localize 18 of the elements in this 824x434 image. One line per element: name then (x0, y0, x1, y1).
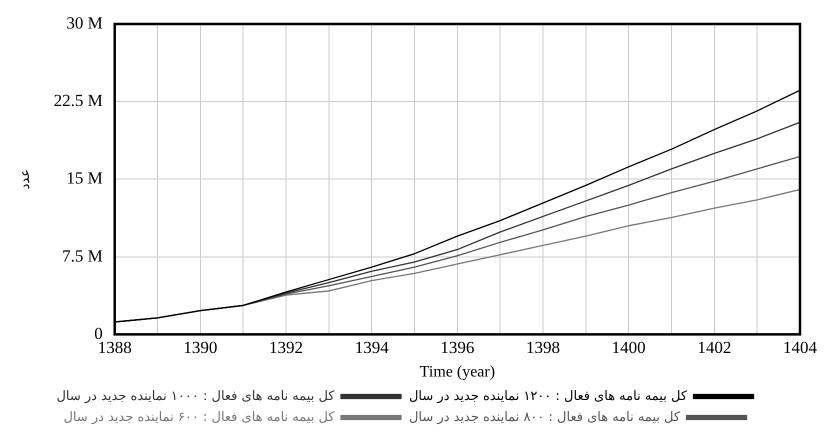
legend-label: کل بیمه نامه های فعال : ۱۰۰۰ نماینده جدید در سال (56, 388, 336, 404)
y-tick-label: 15 M (66, 168, 103, 188)
x-tick-label: 1402 (697, 338, 732, 358)
y-tick-label: 7.5 M (62, 246, 103, 266)
x-tick-label: 1394 (354, 338, 390, 358)
legend-label: کل بیمه نامه های فعال : ۸۰۰ نماینده جدید در سال (408, 410, 681, 425)
x-tick-label: 1390 (183, 338, 218, 358)
y-tick-label: 30 M (66, 13, 103, 32)
y-tick-label: 22.5 M (54, 91, 103, 110)
legend-label: کل بیمه نامه های فعال : ۱۲۰۰ نماینده جدید در سال (408, 388, 688, 404)
y-axis-title: عدد (18, 169, 34, 190)
x-tick-label: 1404 (783, 338, 818, 358)
x-tick-label: 1396 (440, 338, 474, 358)
x-axis-title: Time (year) (420, 364, 496, 381)
x-tick-label: 1400 (612, 338, 646, 358)
x-tick-label: 1398 (526, 338, 560, 358)
x-tick-label: 1392 (269, 338, 304, 358)
legend-label: کل بیمه نامه های فعال : ۶۰۰ نماینده جدید در سال (63, 410, 336, 425)
